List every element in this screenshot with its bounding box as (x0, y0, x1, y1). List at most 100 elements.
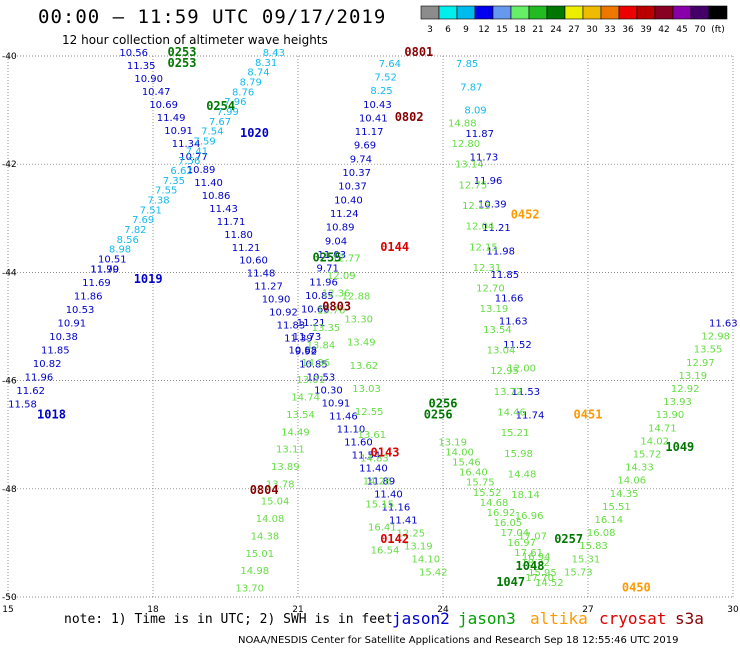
wave-height-value: 13.11 (276, 445, 305, 456)
wave-height-value: 10.92 (269, 308, 298, 319)
wave-height-value: 12.92 (671, 384, 700, 395)
wave-height-value: 12.31 (473, 263, 502, 274)
wave-height-value: 15.51 (602, 502, 631, 513)
wave-height-value: 15.04 (261, 497, 290, 508)
wave-height-value: 11.74 (516, 410, 545, 421)
wave-height-value: 11.34 (172, 139, 201, 150)
wave-height-value: 11.40 (359, 463, 388, 474)
wave-height-value: 13.70 (235, 584, 264, 595)
wave-height-value: 7.56 (178, 156, 200, 167)
y-tick-label: -44 (2, 268, 17, 278)
wave-height-value: 13.54 (483, 325, 512, 336)
wave-height-value: 11.03 (318, 250, 347, 261)
wave-height-value: 15.83 (579, 541, 608, 552)
wave-height-value: 14.08 (256, 514, 285, 525)
colorbar-label: 18 (514, 25, 526, 35)
wave-height-value: 10.91 (322, 399, 351, 410)
wave-height-value: 9.92 (295, 347, 317, 358)
wave-height-value: 15.52 (473, 488, 502, 499)
wave-height-value: 16.41 (368, 523, 397, 534)
colorbar-label: 21 (532, 25, 543, 35)
wave-height-value: 11.24 (330, 209, 359, 220)
wave-height-value: 10.89 (326, 223, 355, 234)
y-tick-label: -48 (2, 485, 17, 495)
wave-height-value: 11.10 (337, 425, 366, 436)
wave-height-value: 11.54 (352, 451, 381, 462)
wave-height-value: 11.21 (232, 243, 261, 254)
wave-height-value: 9.71 (317, 264, 339, 275)
wave-height-value: 13.54 (286, 410, 315, 421)
colorbar-label: 39 (640, 25, 652, 35)
x-tick-label: 21 (292, 605, 303, 615)
wave-height-value: 12.95 (490, 366, 519, 377)
wave-height-value: 9.74 (350, 154, 372, 165)
wave-height-value: 11.96 (309, 277, 338, 288)
wave-height-value: 13.76 (317, 306, 346, 317)
wave-height-value: 17.61 (514, 548, 543, 559)
wave-height-value: 14.83 (360, 453, 389, 464)
wave-height-value: 13.30 (344, 315, 373, 326)
wave-height-value: 13.14 (455, 160, 484, 171)
wave-height-value: 14.10 (412, 554, 441, 565)
wave-height-value: 11.71 (217, 217, 246, 228)
footer-credit: NOAA/NESDIS Center for Satellite Applica… (238, 635, 679, 646)
wave-height-value: 11.21 (482, 223, 511, 234)
wave-height-value: 11.48 (247, 269, 276, 280)
wave-height-value: 16.08 (587, 528, 616, 539)
wave-height-value: 7.55 (155, 186, 177, 197)
page-title: 00:00 — 11:59 UTC 09/17/2019 (38, 6, 387, 28)
colorbar-label: 33 (604, 25, 615, 35)
colorbar-label: 27 (568, 25, 579, 35)
wave-height-value: 13.84 (307, 340, 336, 351)
wave-height-value: 11.60 (344, 438, 373, 449)
wave-height-value: 10.30 (314, 386, 343, 397)
x-tick-label: 27 (582, 605, 593, 615)
wave-height-value: 11.89 (367, 476, 396, 487)
pass-time-label: 0144 (380, 240, 409, 254)
wave-height-value: 7.41 (186, 146, 208, 157)
wave-height-value: 12.04 (466, 222, 495, 233)
wave-height-value: 10.47 (142, 87, 171, 98)
wave-height-value: 13.90 (656, 410, 685, 421)
wave-height-value: 15.95 (528, 568, 557, 579)
wave-height-value: 10.37 (338, 182, 367, 193)
wave-height-value: 14.48 (508, 469, 537, 480)
wave-height-value: 13.19 (438, 438, 467, 449)
chart-note: note: 1) Time is in UTC; 2) SWH is in fe… (64, 612, 393, 627)
wave-height-value: 14.35 (610, 489, 639, 500)
wave-height-value: 13.35 (312, 323, 341, 334)
wave-height-value: 10.91 (164, 126, 193, 137)
wave-height-value: 7.51 (140, 205, 162, 216)
pass-time-label: 0253 (168, 56, 197, 70)
y-tick-label: -50 (2, 593, 17, 603)
wave-height-value: 13.55 (694, 345, 723, 356)
pass-time-label: 0255 (313, 251, 342, 265)
colorbar-label: 30 (586, 25, 598, 35)
wave-height-value: 7.35 (163, 176, 185, 187)
wave-height-value: 11.80 (224, 230, 253, 241)
wave-height-value: 14.46 (497, 408, 526, 419)
wave-height-value: 8.43 (263, 48, 285, 59)
wave-height-value: 16.96 (515, 511, 544, 522)
wave-height-value: 11.39 (284, 334, 313, 345)
wave-height-value: 15.73 (564, 567, 593, 578)
wave-height-value: 16.92 (487, 508, 516, 519)
wave-height-value: 15.15 (365, 499, 394, 510)
colorbar-label: 12 (478, 25, 489, 35)
wave-height-value: 7.96 (224, 97, 246, 108)
legend-jason2: jason2 (392, 609, 450, 628)
wave-height-value: 8.79 (240, 78, 262, 89)
wave-height-value: 14.06 (617, 476, 646, 487)
wave-height-value: 8.98 (109, 245, 131, 256)
wave-height-value: 12.15 (469, 242, 498, 253)
wave-height-value: 15.21 (501, 428, 530, 439)
wave-height-value: 15.98 (504, 449, 533, 460)
wave-height-value: 8.25 (370, 86, 392, 97)
wave-height-value: 7.38 (147, 196, 169, 207)
wave-height-value: 14.00 (445, 448, 474, 459)
wave-height-value: 10.37 (342, 168, 371, 179)
wave-height-value: 7.64 (379, 59, 401, 70)
chart-subtitle: 12 hour collection of altimeter wave hei… (62, 33, 328, 47)
y-tick-label: -42 (2, 160, 17, 170)
wave-height-value: 11.73 (293, 332, 322, 343)
